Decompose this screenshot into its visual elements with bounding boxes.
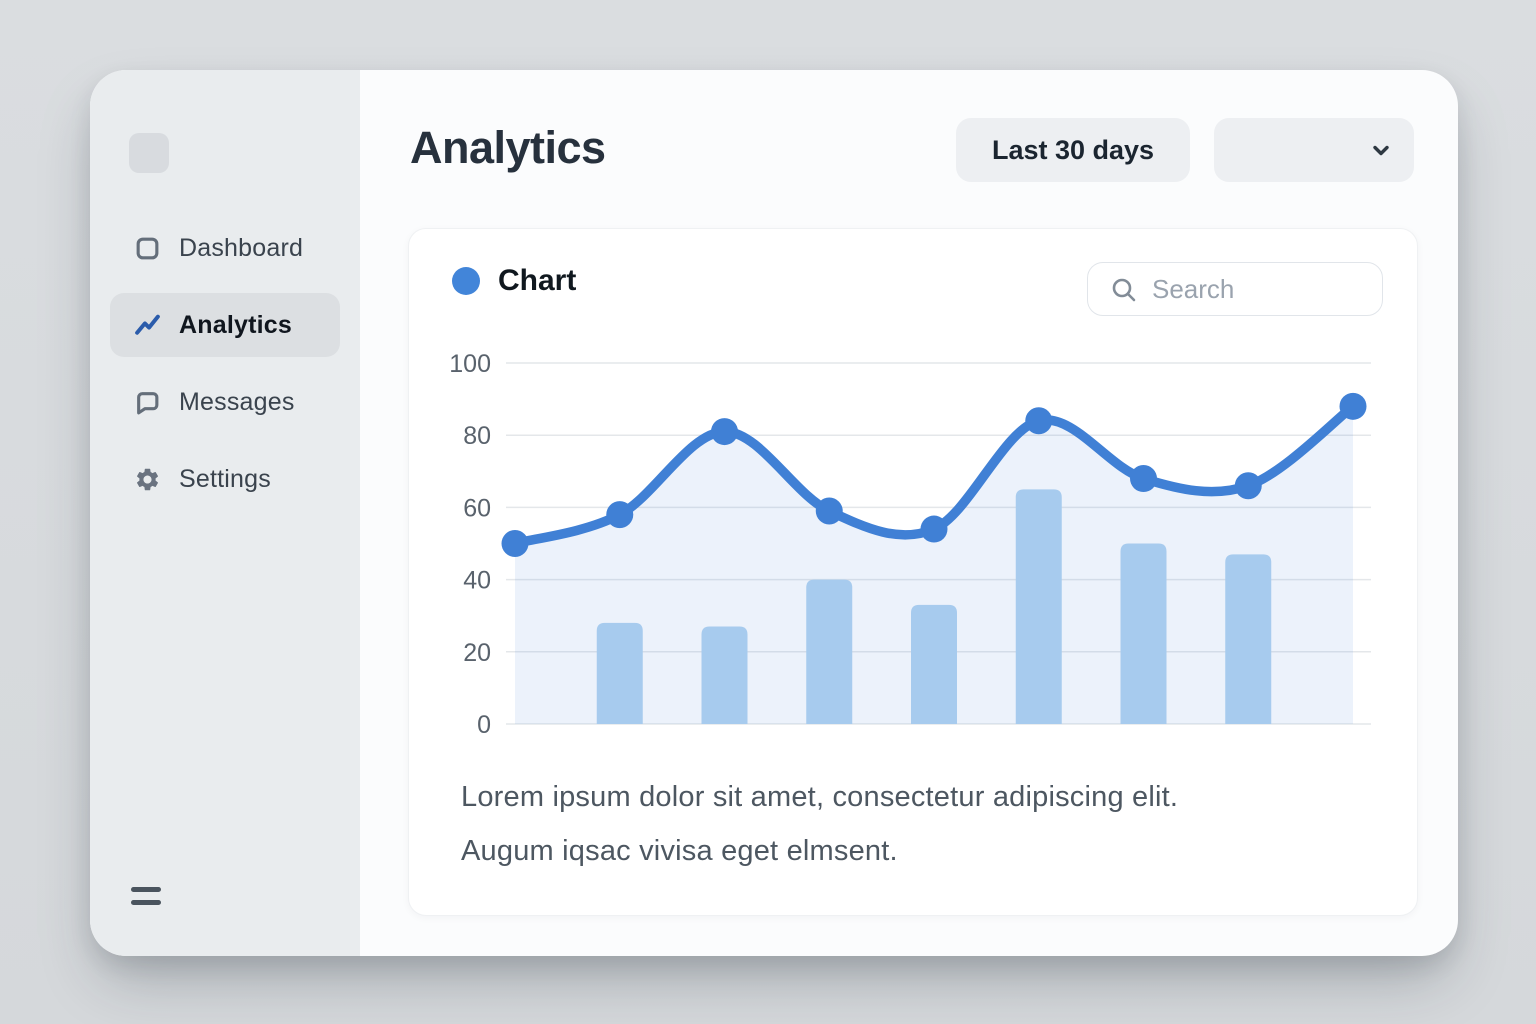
chart-card: Chart 0 20 40 60 80 100 Lorem ipsum dolor sit… (408, 228, 1418, 916)
chart-svg: 0 20 40 60 80 100 (449, 350, 1371, 739)
sidebar: Dashboard Analytics Messages Settings (90, 70, 360, 956)
chevron-down-icon (1373, 145, 1389, 156)
sidebar-item-label: Messages (179, 387, 295, 416)
legend-dot-icon (452, 267, 480, 295)
sidebar-item-label: Settings (179, 464, 271, 493)
page-title: Analytics (410, 122, 606, 173)
menu-icon[interactable] (131, 887, 161, 905)
svg-text:20: 20 (463, 639, 491, 667)
svg-text:80: 80 (463, 422, 491, 450)
sidebar-item-dashboard[interactable]: Dashboard (110, 216, 340, 280)
description-line-1: Lorem ipsum dolor sit amet, consectetur … (461, 781, 1179, 813)
sidebar-nav: Dashboard Analytics Messages Settings (90, 216, 360, 524)
app-logo (129, 133, 169, 173)
svg-text:100: 100 (449, 350, 491, 378)
sidebar-item-messages[interactable]: Messages (110, 370, 340, 434)
trend-line-icon (134, 312, 161, 339)
search-icon (1112, 278, 1136, 302)
chart-title: Chart (498, 264, 577, 297)
description-line-2: Augum iqsac vivisa eget elmsent. (461, 835, 898, 867)
search-input[interactable] (1088, 263, 1382, 315)
svg-text:60: 60 (463, 494, 491, 522)
gear-icon (134, 466, 161, 493)
date-range-button[interactable]: Last 30 days (956, 118, 1190, 182)
search-box[interactable] (1087, 262, 1383, 316)
dashboard-square-icon (134, 235, 161, 262)
svg-text:0: 0 (477, 711, 491, 739)
svg-text:40: 40 (463, 567, 491, 595)
filter-dropdown[interactable] (1214, 118, 1414, 182)
sidebar-item-analytics[interactable]: Analytics (110, 293, 340, 357)
chat-bubble-icon (134, 389, 161, 416)
sidebar-item-label: Dashboard (179, 233, 304, 262)
sidebar-item-label: Analytics (179, 310, 292, 339)
main-content: Analytics Last 30 days Chart 0 20 40 60 80 10… (360, 70, 1458, 956)
chart-legend: Chart (452, 264, 576, 298)
app-window: Dashboard Analytics Messages Settings (90, 70, 1458, 956)
sidebar-item-settings[interactable]: Settings (110, 447, 340, 511)
